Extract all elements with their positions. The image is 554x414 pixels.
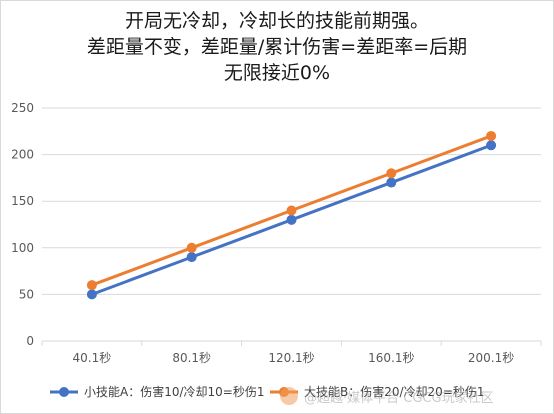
y-tick-label: 200 (11, 148, 34, 162)
x-tick-label: 160.1秒 (368, 351, 414, 365)
y-tick-label: 250 (11, 101, 34, 115)
chart-title-line-2: 差距量不变，差距量/累计伤害=差距率=后期 (86, 36, 468, 58)
series-1-point (186, 252, 197, 263)
series-1-point (386, 177, 397, 188)
legend-label-2: 大技能B：伤害20/冷却20=秒伤1 (304, 384, 485, 399)
series-2-point (86, 280, 97, 291)
series-1-point (486, 140, 497, 151)
legend-label-1: 小技能A：伤害10/冷却10=秒伤1 (84, 384, 264, 399)
legend-swatch-marker-1 (59, 387, 69, 397)
y-tick-label: 0 (26, 334, 34, 348)
x-tick-label: 120.1秒 (268, 351, 314, 365)
x-tick-label: 40.1秒 (73, 351, 112, 365)
x-tick-label: 200.1秒 (468, 351, 514, 365)
y-tick-label: 150 (11, 194, 34, 208)
series-1-point (286, 214, 297, 225)
x-tick-label: 80.1秒 (172, 351, 211, 365)
chart-title-line-1: 开局无冷却，冷却长的技能前期强。 (124, 10, 429, 32)
watermark: @超越·媒体平台 CGCG玩家社区 (280, 383, 494, 409)
series-1-point (86, 289, 97, 300)
y-tick-label: 50 (19, 287, 34, 301)
series-2-point (286, 205, 297, 216)
watermark-logo-icon (280, 387, 298, 405)
series-2-point (386, 168, 397, 179)
chart-title-line-3: 无限接近0% (223, 62, 331, 84)
watermark-text: @超越·媒体平台 CGCG玩家社区 (304, 390, 494, 406)
chart-title: 开局无冷却，冷却长的技能前期强。 差距量不变，差距量/累计伤害=差距率=后期 无… (0, 8, 554, 86)
y-tick-label: 100 (11, 241, 34, 255)
series-2-point (186, 242, 197, 253)
series-2-point (486, 130, 497, 141)
